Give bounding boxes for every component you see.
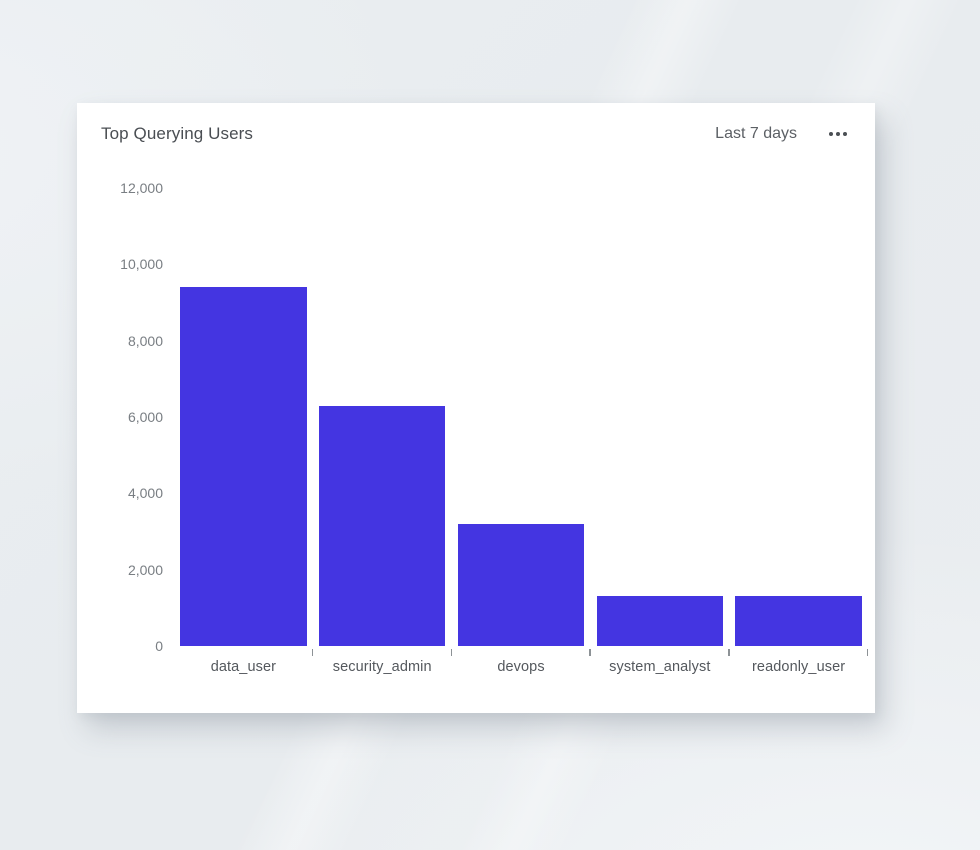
- x-axis-tick: [866, 649, 869, 656]
- x-axis-category-label: system_analyst: [609, 659, 711, 675]
- chart-card: Top Querying Users Last 7 days 12,000 10…: [77, 103, 875, 713]
- bar-column: [729, 188, 869, 656]
- plot-area: [174, 188, 869, 656]
- x-axis: data_user security_admin devops system_a…: [174, 659, 868, 675]
- ellipsis-dot: [843, 132, 847, 136]
- y-axis-tick-label: 10,000: [120, 256, 163, 273]
- y-axis-tick-label: 12,000: [120, 180, 163, 196]
- bar-system_analyst[interactable]: [596, 596, 723, 646]
- x-axis-category-label: security_admin: [332, 659, 432, 675]
- bar-data_user[interactable]: [180, 287, 307, 646]
- x-axis-category-label: devops: [497, 659, 545, 675]
- y-axis-tick-label: 8,000: [127, 332, 163, 349]
- x-axis-tick: [728, 649, 730, 656]
- y-axis-tick-label: 4,000: [127, 485, 163, 502]
- ellipsis-menu-icon[interactable]: [827, 128, 849, 140]
- card-title: Top Querying Users: [101, 124, 254, 143]
- y-axis-tick-label: 0: [155, 638, 163, 654]
- bar-column: [590, 188, 730, 656]
- y-axis-tick-label: 6,000: [127, 409, 163, 425]
- y-axis: 12,000 10,000 8,000 6,000 4,000 2,000 0: [95, 180, 163, 654]
- ellipsis-dot: [836, 132, 840, 136]
- bar-column: [313, 188, 453, 656]
- bar-devops[interactable]: [457, 523, 585, 646]
- bar-column: [452, 188, 591, 656]
- x-axis-tick: [311, 649, 314, 656]
- x-axis-tick: [450, 649, 453, 656]
- x-axis-tick: [589, 649, 591, 656]
- bar-readonly_user[interactable]: [735, 596, 862, 646]
- y-axis-tick-label: 2,000: [127, 561, 163, 578]
- bar-column: [174, 188, 314, 656]
- x-axis-category-label: readonly_user: [751, 659, 846, 675]
- card-header: Top Querying Users Last 7 days: [77, 103, 875, 151]
- x-axis-category-label: data_user: [210, 659, 277, 675]
- bar-security_admin[interactable]: [319, 405, 446, 646]
- time-range-selector[interactable]: Last 7 days: [715, 125, 797, 142]
- card-header-controls: Last 7 days: [715, 125, 849, 143]
- ellipsis-dot: [829, 132, 833, 136]
- bar-chart: 12,000 10,000 8,000 6,000 4,000 2,000 0: [77, 103, 875, 713]
